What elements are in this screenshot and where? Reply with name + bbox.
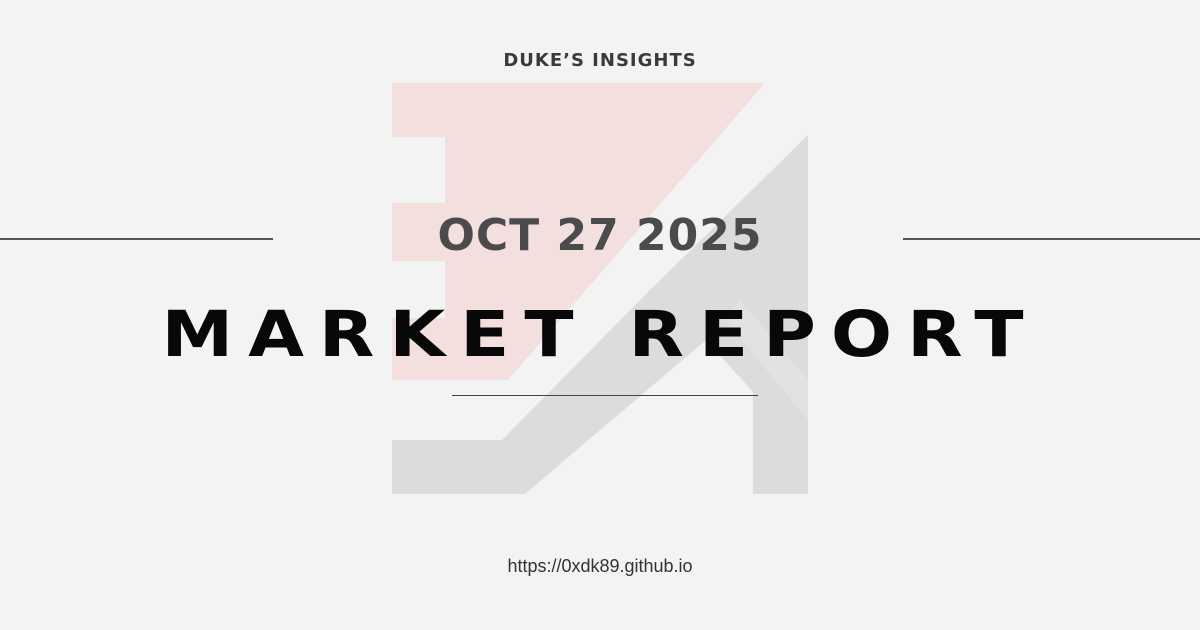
brand-name: DUKE’S INSIGHTS — [503, 50, 697, 71]
logo-gray-stroke — [392, 135, 808, 494]
site-url-link[interactable]: https://0xdk89.github.io — [507, 556, 693, 576]
title-underline — [452, 395, 758, 396]
right-divider — [903, 238, 1200, 240]
report-title: MARKET REPORT — [161, 297, 1039, 371]
logo-gray-inner — [725, 300, 808, 420]
logo-pink-stroke — [392, 83, 765, 380]
left-divider — [0, 238, 273, 240]
report-date: OCT 27 2025 — [437, 210, 763, 261]
